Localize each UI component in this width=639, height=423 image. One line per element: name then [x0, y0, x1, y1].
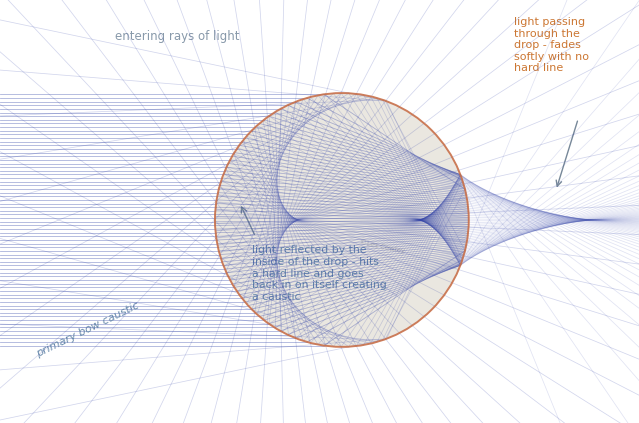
Text: light passing
through the
drop - fades
softly with no
hard line: light passing through the drop - fades s… [514, 17, 589, 73]
Text: light reflected by the
inside of the drop - hits
a hard line and goes
back in on: light reflected by the inside of the dro… [252, 245, 387, 302]
Circle shape [215, 93, 469, 347]
Text: ©Les Cowley: ©Les Cowley [358, 239, 405, 255]
Text: entering rays of light: entering rays of light [115, 30, 240, 43]
Text: primary bow caustic: primary bow caustic [35, 301, 141, 359]
